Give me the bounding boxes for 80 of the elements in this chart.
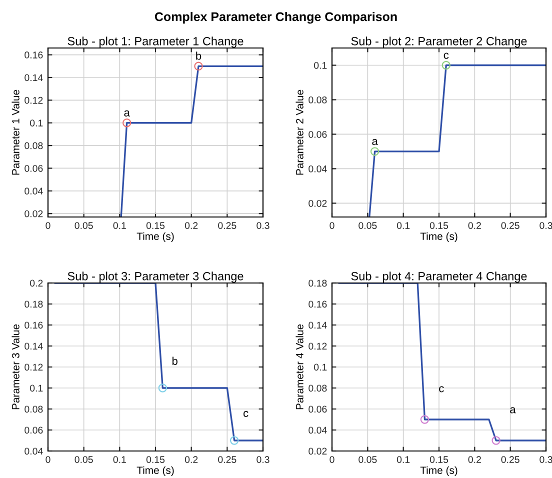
x-tick-label: 0.05 [74, 456, 93, 463]
x-tick-label: 0.05 [74, 222, 93, 229]
x-tick-label: 0.25 [218, 456, 236, 463]
y-tick-label: 0.02 [308, 200, 327, 207]
x-tick-label: 0.25 [218, 222, 236, 229]
y-tick-label: 0.12 [24, 96, 43, 104]
y-tick-label: 0.1 [30, 384, 43, 392]
x-tick-label: 0.2 [468, 456, 481, 463]
y-tick-label: 0.16 [24, 322, 43, 329]
x-axis-title: Time (s) [136, 466, 174, 476]
x-tick-label: 0.15 [146, 456, 165, 463]
x-tick-label: 0.1 [113, 456, 126, 463]
x-tick-label: 0.2 [184, 222, 198, 229]
y-axis-title: Parameter 2 Value [296, 90, 304, 175]
x-tick-label: 0 [46, 456, 50, 463]
annotation: c [444, 52, 449, 59]
y-tick-label: 0.18 [308, 280, 327, 287]
x-tick-label: 0.3 [256, 222, 270, 229]
chart-title: Sub - plot 4: Parameter 4 Change [351, 272, 527, 283]
y-tick-label: 0.14 [24, 342, 43, 350]
y-tick-label: 0.06 [24, 426, 43, 434]
x-tick-label: 0.25 [501, 222, 520, 229]
y-tick-label: 0.1 [314, 62, 327, 69]
text: Complex Parameter Change Comparison [154, 12, 397, 24]
y-axis-title: Parameter 4 Value [296, 324, 304, 410]
x-tick-label: 0.05 [358, 222, 377, 229]
x-tick-label: 0 [330, 222, 334, 229]
y-tick-label: 0.1 [30, 120, 43, 126]
annotation: b [172, 356, 178, 365]
y-tick-label: 0.16 [308, 300, 327, 308]
annotation: c [243, 410, 248, 418]
y-tick-label: 0.08 [308, 384, 327, 392]
y-tick-label: 0.08 [24, 406, 43, 413]
y-tick-label: 0.04 [308, 165, 327, 172]
annotation: a [124, 110, 130, 116]
chart-title: Sub - plot 2: Parameter 2 Change [351, 36, 527, 48]
y-tick-label: 0.04 [24, 188, 43, 195]
y-tick-label: 0.04 [24, 448, 43, 455]
x-axis-title: Time (s) [420, 466, 458, 476]
y-tick-label: 0.08 [308, 96, 327, 104]
y-tick-label: 0.08 [24, 142, 43, 150]
annotation: b [196, 52, 202, 60]
x-tick-label: 0.1 [396, 222, 410, 229]
x-tick-label: 0.3 [540, 456, 552, 463]
annotation: a [510, 407, 516, 414]
x-tick-label: 0.15 [146, 222, 165, 229]
y-tick-label: 0.16 [24, 52, 43, 58]
y-tick-label: 0.06 [308, 130, 327, 138]
chart-title: Sub - plot 3: Parameter 3 Change [68, 272, 244, 283]
chart-title: Sub - plot 1: Parameter 1 Change [68, 36, 244, 48]
x-tick-label: 0.15 [430, 222, 448, 229]
x-axis-title: Time (s) [136, 232, 174, 242]
y-tick-label: 0.2 [30, 280, 43, 287]
x-tick-label: 0.3 [256, 456, 270, 463]
x-tick-label: 0.2 [184, 456, 198, 463]
y-tick-label: 0.06 [24, 164, 43, 172]
y-tick-label: 0.14 [24, 74, 43, 82]
y-axis-title: Parameter 3 Value [12, 324, 20, 410]
x-tick-label: 0.2 [468, 222, 481, 229]
x-tick-label: 0 [330, 456, 334, 463]
y-axis-title: Parameter 1 Value [12, 90, 20, 175]
annotation: a [372, 139, 378, 146]
annotation: c [439, 386, 444, 392]
y-tick-label: 0.14 [308, 322, 327, 329]
y-tick-label: 0.04 [308, 426, 327, 434]
x-tick-label: 0.05 [358, 456, 377, 463]
y-tick-label: 0.12 [24, 364, 43, 371]
y-tick-label: 0.18 [24, 300, 43, 308]
y-tick-label: 0.1 [314, 364, 327, 371]
x-axis-title: Time (s) [420, 232, 458, 242]
y-tick-label: 0.02 [24, 210, 43, 218]
x-tick-label: 0.1 [113, 222, 126, 229]
x-tick-label: 0.15 [430, 456, 448, 463]
y-tick-label: 0.06 [308, 406, 327, 413]
y-tick-label: 0.02 [308, 448, 327, 455]
y-tick-label: 0.12 [308, 342, 327, 350]
x-tick-label: 0.25 [501, 456, 520, 463]
x-tick-label: 0.1 [396, 456, 410, 463]
x-tick-label: 0 [46, 222, 50, 229]
x-tick-label: 0.3 [540, 222, 552, 229]
